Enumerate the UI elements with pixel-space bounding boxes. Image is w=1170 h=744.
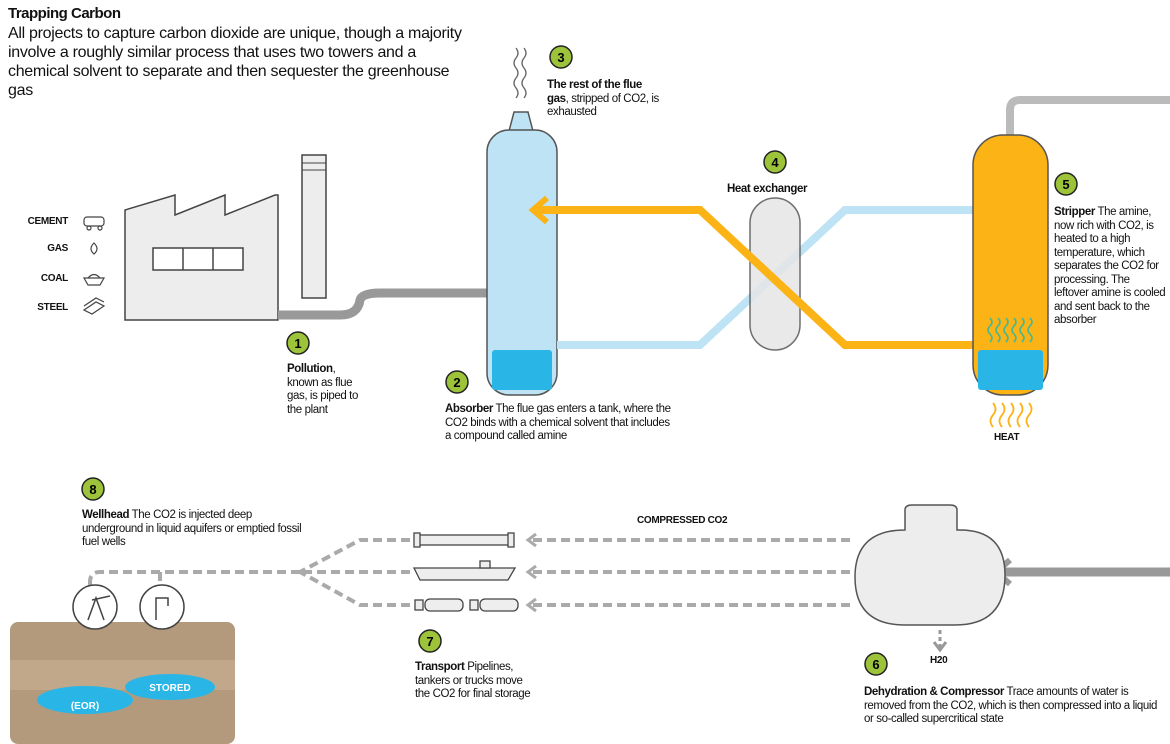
title: Trapping Carbon [8,5,121,22]
step-number: 8 [89,482,96,497]
industry-label: COAL [40,273,68,284]
heat-label: HEAT [994,432,1020,443]
step-heading: Wellhead [82,509,130,521]
industry-label: GAS [47,243,68,254]
step-text: Wellhead The CO2 is injected deep underg… [82,509,304,550]
step-number: 7 [426,634,433,649]
compressor [854,504,1006,626]
chimney [301,154,327,299]
step-body: Pipelines, tankers or trucks move the CO… [415,661,531,700]
step-heading: The rest of the flue gas [547,79,642,105]
step-heading: Transport [415,661,465,673]
well-stored [139,584,185,630]
exhaust [513,47,527,99]
step-number: 1 [294,336,301,351]
step-text: The rest of the flue gas, stripped of CO… [547,79,659,120]
well-eor [72,584,118,630]
step-text: Dehydration & Compressor Trace amounts o… [864,686,1164,727]
step-number: 3 [557,50,564,65]
factory-windows [152,247,244,271]
transport-lines [88,538,850,690]
heat-waves [989,402,1033,428]
rich-amine-line [535,206,975,349]
step-number: 2 [453,375,460,390]
step-heading: Stripper [1054,206,1095,218]
step-heading: Heat exchanger [727,183,808,195]
industry-icons [82,216,106,315]
intro: All projects to capture carbon dioxide a… [8,25,462,99]
step-body: The amine, now rich with CO2, is heated … [1054,206,1166,326]
absorber-solvent [492,350,552,390]
step-body: The CO2 is injected deep underground in … [82,509,302,548]
stripper [972,134,1049,396]
step-text: Stripper The amine, now rich with CO2, i… [1054,206,1166,328]
reservoir-eor [37,686,133,714]
step-number: 5 [1062,177,1069,192]
reservoir-stored [125,674,215,700]
step-badges: 1 2 3 4 5 6 7 8 [81,45,1078,676]
step-body: , known as flue gas, is piped to the pla… [287,363,358,416]
step-heading: Dehydration & Compressor [864,686,1004,698]
step-text: Pollution, known as flue gas, is piped t… [287,363,369,417]
step-heading: Absorber [445,403,493,415]
step-number: 6 [872,657,879,672]
step-text: Heat exchanger [727,183,837,197]
step-body: The flue gas enters a tank, where the CO… [445,403,671,442]
step-text: Transport Pipelines, tankers or trucks m… [415,661,540,702]
step-body: Trace amounts of water is removed from t… [864,686,1158,725]
water-label: H20 [930,655,948,666]
step-body: , stripped of CO2, is exhausted [547,92,659,119]
eor-label: (EOR) [71,701,99,712]
compressed-label: COMPRESSED CO2 [637,515,728,526]
stripper-solvent [978,350,1043,390]
industry-label: CEMENT [27,216,69,227]
transport-icons [412,532,519,612]
heat-exchanger [749,197,801,351]
flue-pipe [278,288,505,320]
industry-label: STEEL [37,302,68,313]
absorber [486,129,558,396]
step-number: 4 [771,155,779,170]
step-text: Absorber The flue gas enters a tank, whe… [445,403,677,444]
stored-label: STORED [149,683,191,694]
step-heading: Pollution [287,363,333,375]
stripper-heat [987,317,1033,343]
